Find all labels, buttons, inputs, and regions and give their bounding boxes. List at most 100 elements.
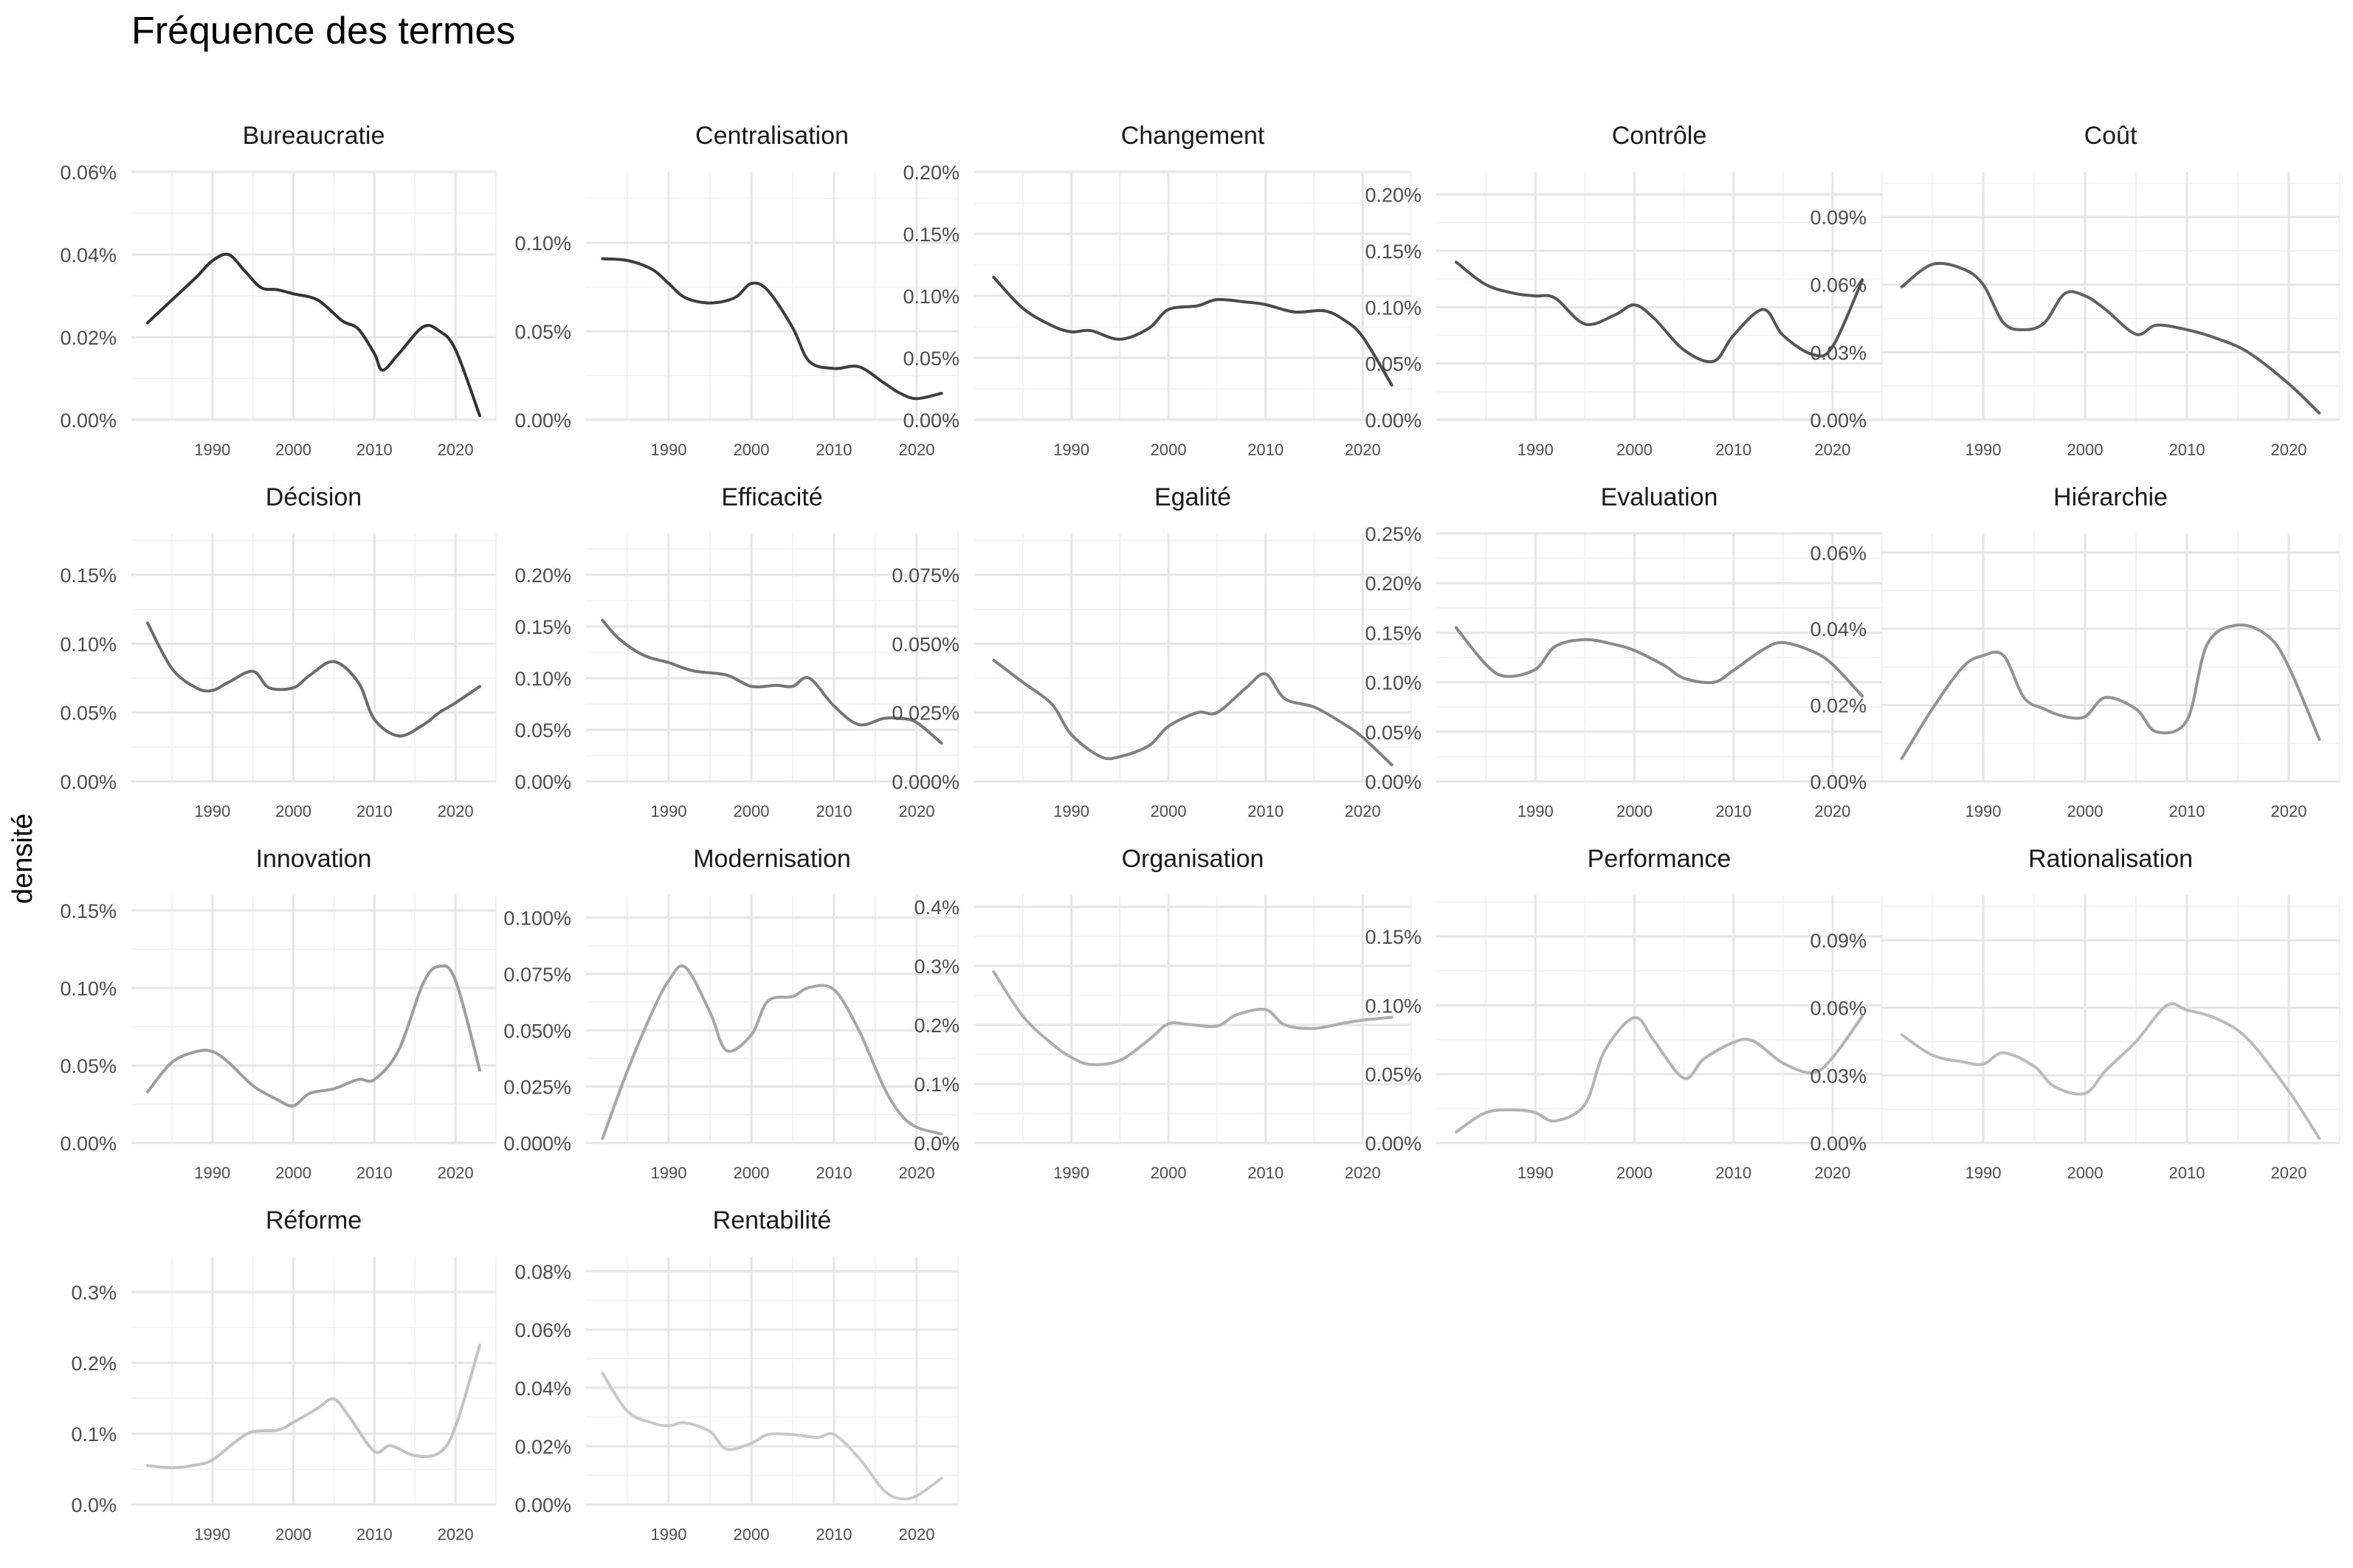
facet-hierarchie: Hiérarchie 0.00% 0.02% 0.04% 0.06% 1990 2000 20… bbox=[1810, 483, 2340, 821]
y-tick-label: 0.10% bbox=[60, 633, 117, 655]
y-tick-label: 0.2% bbox=[914, 1015, 960, 1037]
y-tick-label: 0.10% bbox=[514, 232, 571, 255]
y-tick-label: 0.1% bbox=[71, 1423, 117, 1446]
y-tick-label: 0.10% bbox=[60, 978, 117, 1000]
x-tick-label: 2000 bbox=[1151, 1164, 1187, 1182]
x-tick-label: 1990 bbox=[194, 1164, 230, 1182]
x-tick-label: 2010 bbox=[2169, 1164, 2205, 1182]
series-line-cout bbox=[1900, 261, 2321, 415]
facet-egalite: Egalité 0.000% 0.025% 0.050% 0.075% 1990 2000 2… bbox=[892, 483, 1412, 821]
x-tick-label: 2000 bbox=[734, 802, 770, 821]
facet-title: Hiérarchie bbox=[2053, 483, 2168, 511]
series-line-organisation bbox=[992, 970, 1393, 1066]
y-tick-label: 0.05% bbox=[1365, 1064, 1422, 1086]
y-tick-label: 0.025% bbox=[503, 1077, 571, 1099]
x-tick-label: 2020 bbox=[2271, 802, 2307, 821]
facet-title: Changement bbox=[1121, 122, 1265, 150]
x-tick-label: 2010 bbox=[2169, 802, 2205, 821]
facet-title: Centralisation bbox=[695, 122, 849, 150]
y-tick-label: 0.3% bbox=[71, 1282, 117, 1304]
y-tick-label: 0.050% bbox=[892, 633, 960, 655]
facet-title: Performance bbox=[1588, 845, 1732, 873]
y-tick-label: 0.2% bbox=[71, 1353, 117, 1375]
series-line-rentabilite bbox=[601, 1372, 943, 1501]
y-tick-label: 0.050% bbox=[503, 1020, 571, 1042]
y-tick-label: 0.04% bbox=[1810, 618, 1867, 640]
x-tick-label: 1990 bbox=[194, 441, 230, 459]
y-tick-label: 0.00% bbox=[514, 771, 571, 793]
x-tick-label: 2000 bbox=[734, 1525, 770, 1544]
series-line-rationalisation bbox=[1900, 1002, 2321, 1140]
series-line-evaluation bbox=[1454, 626, 1864, 698]
y-tick-label: 0.20% bbox=[514, 564, 571, 587]
x-tick-label: 2020 bbox=[899, 1164, 935, 1182]
x-tick-label: 1990 bbox=[1053, 1164, 1089, 1182]
x-tick-label: 2010 bbox=[356, 1164, 393, 1182]
x-tick-label: 2010 bbox=[1247, 1164, 1284, 1182]
facet-title: Décision bbox=[266, 483, 362, 511]
y-tick-label: 0.06% bbox=[1810, 274, 1867, 297]
y-tick-label: 0.09% bbox=[1810, 207, 1867, 229]
x-tick-label: 2010 bbox=[816, 1164, 852, 1182]
y-tick-label: 0.1% bbox=[914, 1074, 960, 1096]
x-tick-label: 1990 bbox=[651, 1164, 687, 1182]
y-tick-label: 0.15% bbox=[903, 224, 960, 246]
x-tick-label: 2010 bbox=[1715, 441, 1751, 459]
y-tick-label: 0.15% bbox=[1365, 926, 1422, 948]
x-tick-label: 2000 bbox=[734, 1164, 770, 1182]
x-tick-label: 1990 bbox=[1966, 802, 2002, 821]
y-tick-label: 0.025% bbox=[892, 702, 960, 725]
x-tick-label: 2000 bbox=[1151, 441, 1187, 459]
facet-rationalisation: Rationalisation 0.00% 0.03% 0.06% 0.09% 1990 2… bbox=[1810, 845, 2340, 1182]
y-tick-label: 0.04% bbox=[514, 1378, 571, 1400]
y-tick-label: 0.02% bbox=[60, 327, 117, 349]
x-tick-label: 1990 bbox=[1517, 802, 1554, 821]
x-tick-label: 2010 bbox=[816, 441, 852, 459]
y-tick-label: 0.0% bbox=[914, 1133, 960, 1155]
series-line-changement bbox=[992, 275, 1393, 387]
facet-title: Contrôle bbox=[1612, 122, 1707, 150]
x-tick-label: 2010 bbox=[816, 1525, 852, 1544]
y-tick-label: 0.10% bbox=[514, 668, 571, 690]
x-tick-label: 2010 bbox=[356, 802, 393, 821]
y-tick-label: 0.4% bbox=[914, 897, 960, 919]
y-tick-label: 0.06% bbox=[60, 162, 117, 184]
y-tick-label: 0.00% bbox=[514, 410, 571, 432]
y-tick-label: 0.15% bbox=[1365, 622, 1422, 644]
x-tick-label: 1990 bbox=[1053, 802, 1089, 821]
facet-innovation: Innovation 0.00% 0.05% 0.10% 0.15% 1990 2000 20… bbox=[60, 845, 497, 1182]
facet-title: Réforme bbox=[266, 1206, 362, 1234]
x-tick-label: 2020 bbox=[899, 1525, 935, 1544]
facet-title: Egalité bbox=[1154, 483, 1231, 511]
series-line-bureaucratie bbox=[145, 252, 482, 418]
facet-organisation: Organisation 0.0% 0.1% 0.2% 0.3% 0.4% 1990 2000… bbox=[914, 845, 1412, 1182]
x-tick-label: 2020 bbox=[438, 1525, 474, 1544]
y-tick-label: 0.04% bbox=[60, 244, 117, 266]
y-tick-label: 0.10% bbox=[903, 286, 960, 308]
facet-reforme: Réforme 0.0% 0.1% 0.2% 0.3% 1990 2000 2010 2020 bbox=[71, 1206, 497, 1544]
y-tick-label: 0.00% bbox=[1365, 771, 1422, 793]
facet-title: Modernisation bbox=[693, 845, 851, 873]
y-tick-label: 0.100% bbox=[503, 908, 571, 930]
facet-changement: Changement 0.00% 0.05% 0.10% 0.15% 0.20% 1990 2… bbox=[903, 122, 1412, 459]
x-tick-label: 2020 bbox=[1814, 802, 1850, 821]
y-tick-label: 0.03% bbox=[1810, 1065, 1867, 1087]
x-tick-label: 2010 bbox=[1715, 802, 1751, 821]
x-tick-label: 1990 bbox=[1966, 1164, 2002, 1182]
y-tick-label: 0.00% bbox=[1810, 1133, 1867, 1155]
x-tick-label: 2010 bbox=[356, 1525, 393, 1544]
y-tick-label: 0.00% bbox=[60, 1133, 117, 1155]
x-tick-label: 2020 bbox=[2271, 1164, 2307, 1182]
facet-efficacite: Efficacité 0.00% 0.05% 0.10% 0.15% 0.20% 1990 2… bbox=[514, 483, 959, 821]
x-tick-label: 2010 bbox=[2169, 441, 2205, 459]
facet-bureaucratie: Bureaucratie 0.00% 0.02% 0.04% 0.06% 1990 2000… bbox=[60, 122, 497, 459]
series-line-reforme bbox=[145, 1344, 482, 1470]
x-tick-label: 2010 bbox=[1247, 802, 1284, 821]
x-tick-label: 2000 bbox=[1616, 1164, 1653, 1182]
y-tick-label: 0.075% bbox=[892, 564, 960, 587]
facet-evaluation: Evaluation 0.00% 0.05% 0.10% 0.15% 0.20% 0.25%… bbox=[1365, 483, 1883, 821]
y-tick-label: 0.02% bbox=[1810, 695, 1867, 717]
y-tick-label: 0.000% bbox=[503, 1133, 571, 1155]
facet-title: Rentabilité bbox=[713, 1206, 832, 1234]
series-line-decision bbox=[145, 621, 482, 738]
